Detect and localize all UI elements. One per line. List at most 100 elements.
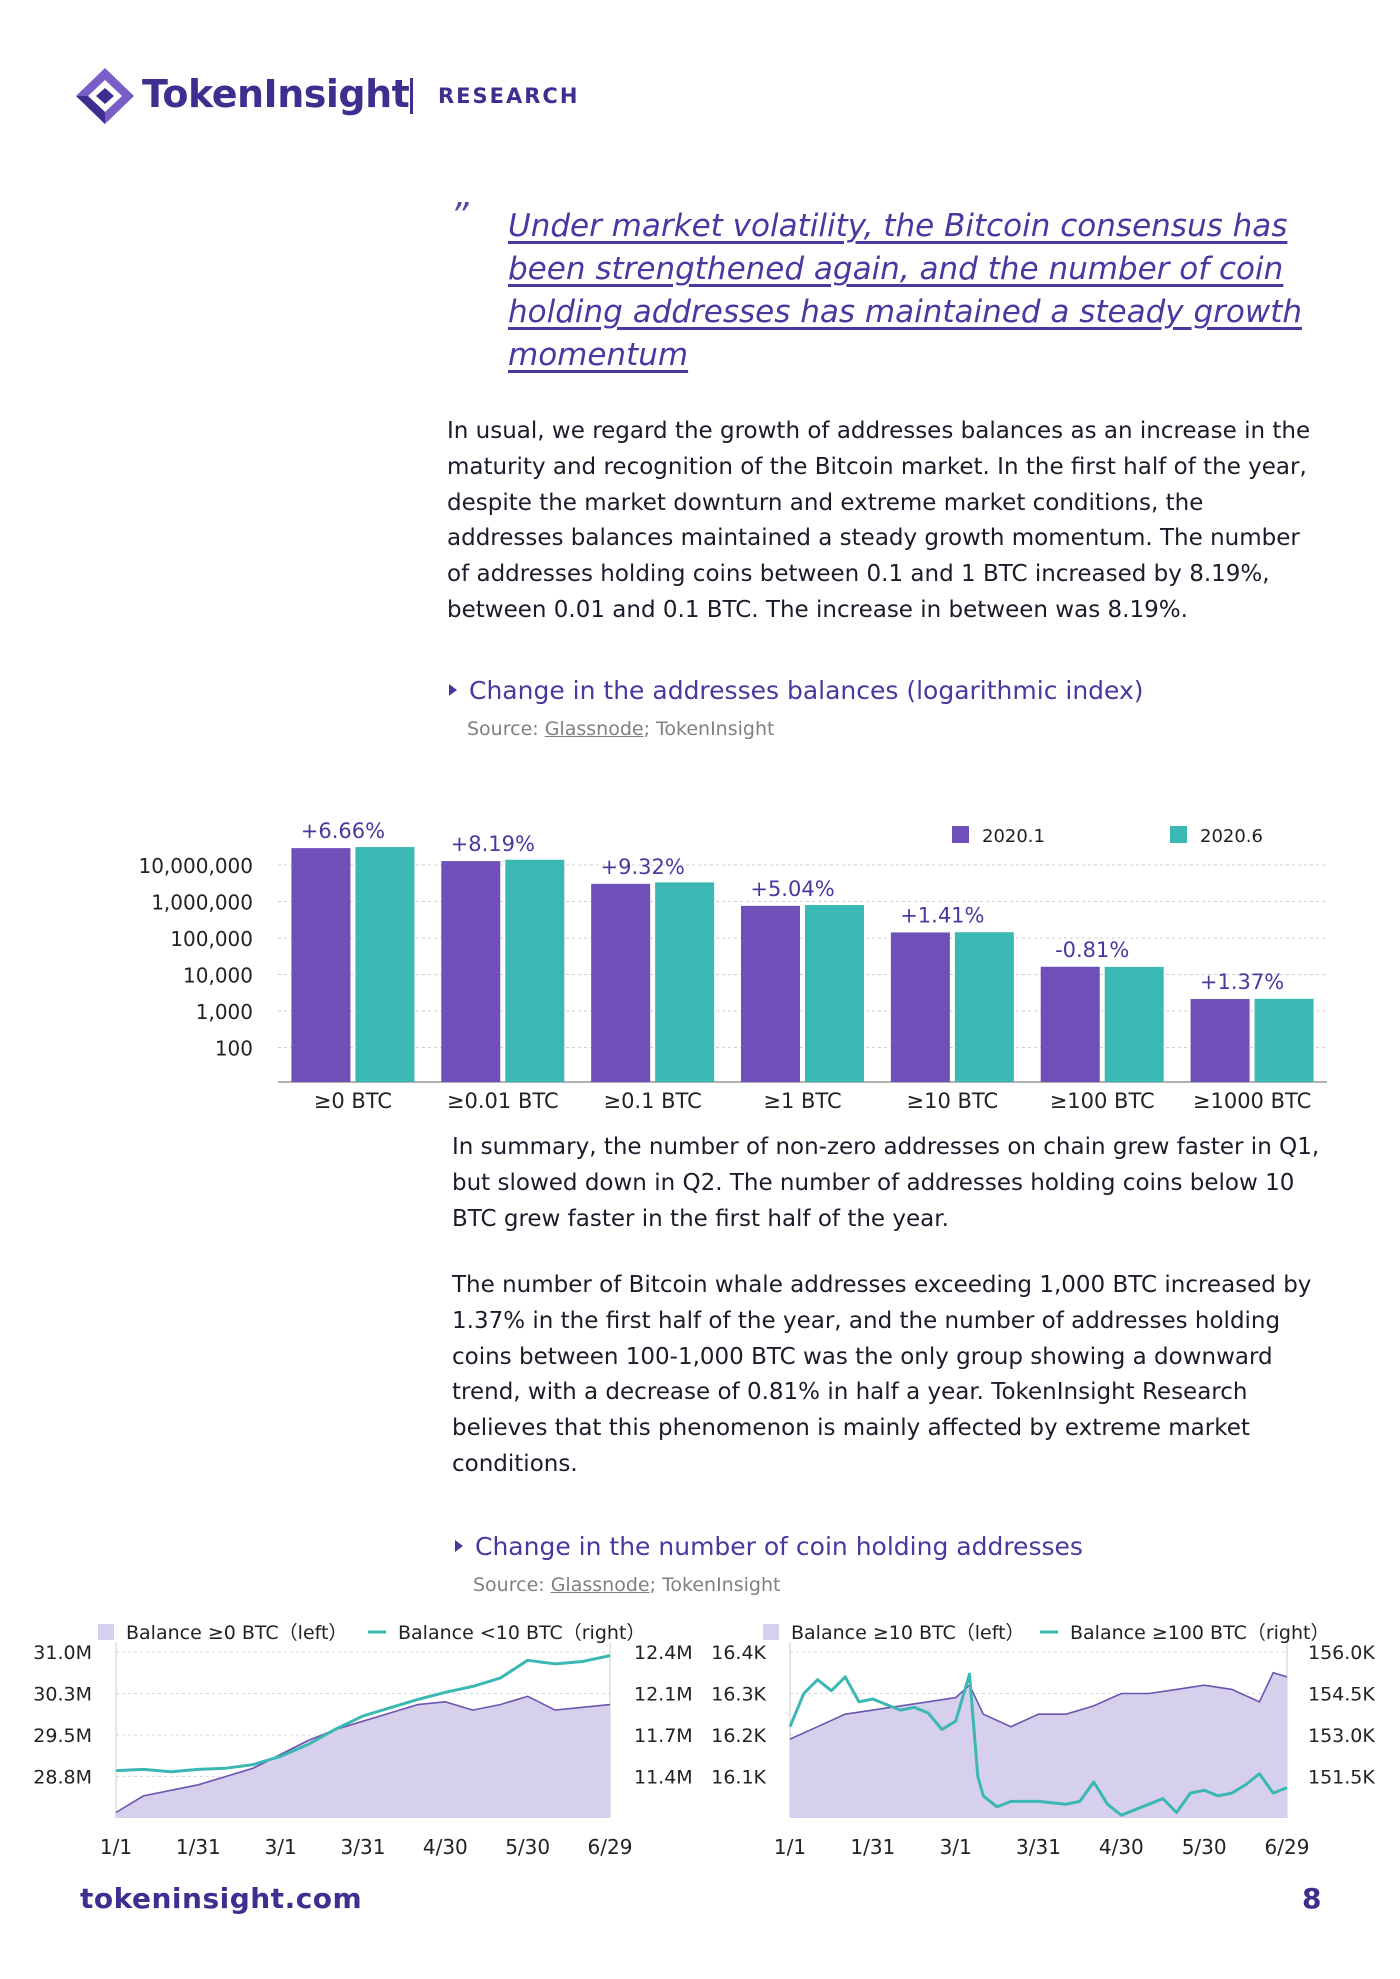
chart2-source: Source: Glassnode; TokenInsight <box>473 1574 780 1596</box>
bar-2020-1 <box>591 883 651 1082</box>
chart2-title-text: Change in the number of coin holding add… <box>475 1532 1083 1561</box>
brand-name: TokenInsight <box>142 72 410 116</box>
x-tick-label: ≥10 BTC <box>907 1089 999 1113</box>
source-suffix: ; TokenInsight <box>649 1574 781 1596</box>
x-tick-label: ≥0 BTC <box>314 1089 392 1113</box>
bar-2020-1 <box>741 905 800 1082</box>
x-tick-label: 1/1 <box>100 1835 132 1859</box>
area-series <box>790 1672 1287 1818</box>
bar-2020-1 <box>291 848 351 1082</box>
x-tick-label: ≥1000 BTC <box>1193 1089 1311 1113</box>
left-axis-label: 16.2K <box>711 1725 766 1747</box>
coin-holding-chart-left: 31.0M 30.3M 29.5M 28.8M 12.4M 12.1M 11.7M 11.4M… <box>33 1622 693 1859</box>
x-tick-label: 1/31 <box>850 1835 895 1859</box>
data-label: +9.32% <box>600 855 684 879</box>
bar-2020-6 <box>655 882 715 1082</box>
source-link[interactable]: Glassnode <box>544 718 644 740</box>
tokeninsight-logo-icon <box>76 68 134 124</box>
source-prefix: Source: <box>467 718 545 740</box>
source-prefix: Source: <box>473 1574 551 1596</box>
x-tick-label: 4/30 <box>423 1835 468 1859</box>
area-series-line <box>789 1671 1288 1740</box>
data-label: +1.37% <box>1200 970 1284 994</box>
area-series <box>116 1696 610 1818</box>
source-link[interactable]: Glassnode <box>550 1574 650 1596</box>
legend-swatch <box>1170 826 1187 843</box>
legend-label: Balance <10 BTC（right） <box>398 1622 645 1644</box>
bar-2020-1 <box>890 932 950 1082</box>
data-label: +8.19% <box>451 832 535 856</box>
brand-separator <box>410 78 413 114</box>
data-label: +6.66% <box>301 819 385 843</box>
right-axis-label: 11.4M <box>634 1767 693 1789</box>
data-label: +1.41% <box>900 903 984 927</box>
y-tick-label: 1,000,000 <box>151 891 253 915</box>
line-series <box>788 1672 1288 1817</box>
x-tick-label: 1/31 <box>176 1835 221 1859</box>
bar-2020-6 <box>1104 966 1164 1082</box>
left-axis-label: 28.8M <box>33 1767 92 1789</box>
footer-website[interactable]: tokeninsight.com <box>80 1882 363 1915</box>
x-tick-label: 5/30 <box>1182 1835 1227 1859</box>
line-series <box>115 1654 611 1774</box>
x-tick-label: ≥0.01 BTC <box>447 1089 559 1113</box>
x-tick-label: 5/30 <box>505 1835 550 1859</box>
left-axis-label: 30.3M <box>33 1684 92 1706</box>
y-tick-label: 10,000 <box>183 964 253 988</box>
triangle-bullet-icon <box>455 1540 463 1552</box>
triangle-bullet-icon <box>449 684 457 696</box>
y-tick-label: 100 <box>215 1037 253 1061</box>
legend-label: 2020.6 <box>1200 826 1263 847</box>
right-axis-label: 153.0K <box>1308 1725 1375 1747</box>
x-tick-label: 1/1 <box>774 1835 806 1859</box>
right-axis-label: 154.5K <box>1308 1684 1375 1706</box>
y-tick-label: 10,000,000 <box>138 854 253 878</box>
bar-2020-6 <box>355 847 415 1082</box>
bar-2020-6 <box>954 932 1014 1082</box>
left-axis-label: 29.5M <box>33 1725 92 1747</box>
legend-label: Balance ≥0 BTC（left） <box>126 1622 347 1644</box>
x-tick-label: ≥1 BTC <box>763 1089 841 1113</box>
page-number: 8 <box>1302 1882 1322 1915</box>
x-tick-label: 3/31 <box>1016 1835 1061 1859</box>
x-tick-label: ≥100 BTC <box>1050 1089 1155 1113</box>
right-axis-label: 12.4M <box>634 1642 693 1664</box>
legend-label: Balance ≥10 BTC（left） <box>791 1622 1025 1644</box>
left-axis-label: 31.0M <box>33 1642 92 1664</box>
bar-2020-1 <box>1190 999 1250 1082</box>
source-suffix: ; TokenInsight <box>643 718 775 740</box>
summary-paragraph: In summary, the number of non-zero addre… <box>452 1134 1320 1232</box>
x-tick-label: 3/1 <box>940 1835 972 1859</box>
right-axis-label: 156.0K <box>1308 1642 1375 1664</box>
chart1-title: Change in the addresses balances (logari… <box>449 676 1144 705</box>
left-axis-label: 16.4K <box>711 1642 766 1664</box>
left-axis-label: 16.1K <box>711 1767 766 1789</box>
legend-swatch-area <box>98 1624 114 1640</box>
bar-2020-6 <box>1254 998 1314 1082</box>
x-tick-label: 3/1 <box>265 1835 297 1859</box>
data-label: +5.04% <box>750 877 834 901</box>
coin-holding-chart-right: 16.4K 16.3K 16.2K 16.1K 156.0K 154.5K 153.0K 15… <box>711 1622 1375 1859</box>
data-label: -0.81% <box>1055 938 1129 962</box>
legend-swatch-area <box>763 1624 779 1640</box>
y-tick-label: 100,000 <box>170 927 253 951</box>
y-tick-label: 1,000 <box>196 1000 253 1024</box>
chart1-title-text: Change in the addresses balances (logari… <box>469 676 1144 705</box>
x-tick-label: 3/31 <box>341 1835 386 1859</box>
bar-2020-6 <box>805 905 864 1082</box>
x-tick-label: ≥0.1 BTC <box>603 1089 701 1113</box>
legend-swatch <box>952 826 969 843</box>
intro-paragraph: In usual, we regard the growth of addres… <box>447 418 1311 623</box>
area-series-line <box>115 1695 611 1814</box>
x-tick-label: 6/29 <box>588 1835 633 1859</box>
whale-paragraph: The number of Bitcoin whale addresses ex… <box>452 1272 1312 1477</box>
bar-2020-1 <box>441 861 501 1082</box>
x-tick-label: 6/29 <box>1265 1835 1310 1859</box>
legend-label: 2020.1 <box>982 826 1045 847</box>
bar-2020-1 <box>1040 966 1100 1082</box>
chart2-title: Change in the number of coin holding add… <box>455 1532 1083 1561</box>
left-axis-label: 16.3K <box>711 1684 766 1706</box>
x-tick-label: 4/30 <box>1099 1835 1144 1859</box>
legend-label: Balance ≥100 BTC（right） <box>1070 1622 1329 1644</box>
brand-tag: RESEARCH <box>438 84 580 108</box>
